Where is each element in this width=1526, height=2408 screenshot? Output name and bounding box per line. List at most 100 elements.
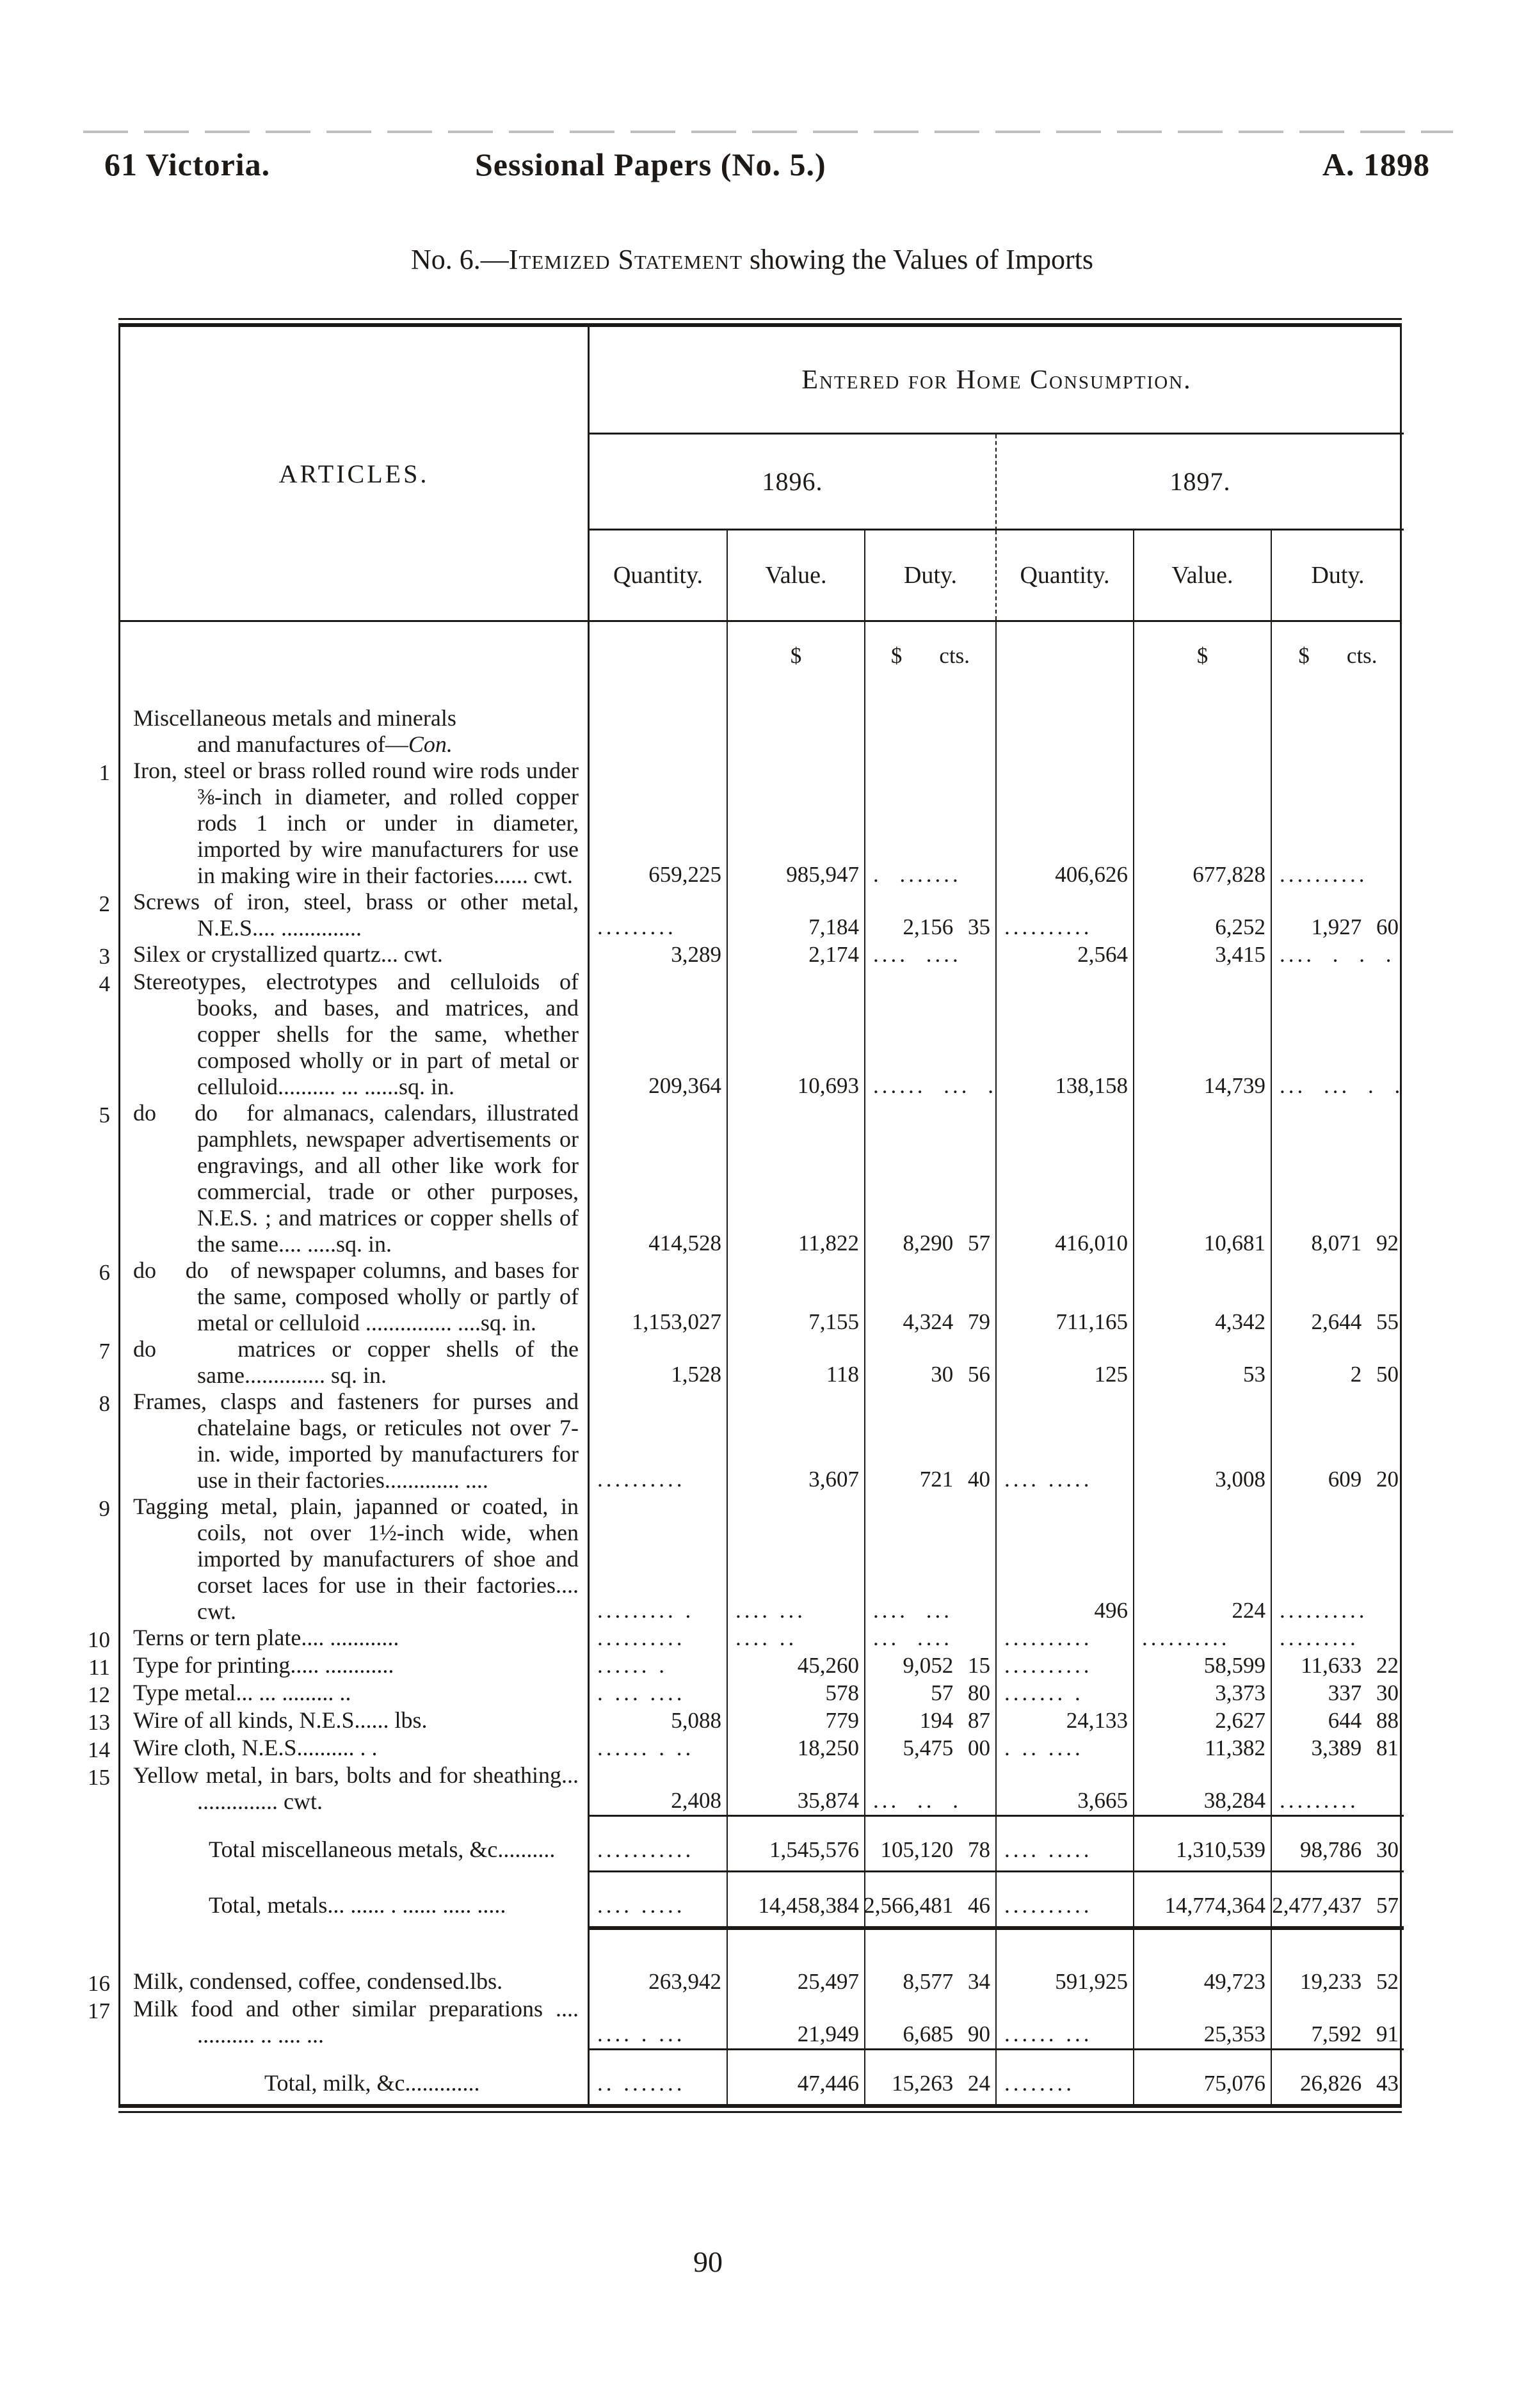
quantity-1897-cell: 24,133 — [995, 1707, 1133, 1735]
articles-cell: 17 Milk food and other similar preparatio… — [88, 1996, 590, 2048]
value-1896-cell: .... .. — [727, 1625, 864, 1652]
duty-1897-cell: 1,927 60 — [1271, 889, 1404, 941]
articles-cell: 1 Iron, steel or brass rolled round wire … — [99, 758, 590, 889]
duty-1897-cell — [1271, 2048, 1404, 2055]
quantity-1897-cell: 3,665 — [995, 1762, 1133, 1815]
item-number: 1 — [99, 760, 111, 785]
value-1896-cell: .... ... — [727, 1494, 864, 1625]
articles-cell: 14 Wire cloth, N.E.S.......... . . — [88, 1735, 590, 1762]
duty-1897-cell: 2,477,437 57 — [1271, 1877, 1404, 1926]
quantity-1896-cell: .......... — [597, 1467, 686, 1492]
quantity-1896-cell: 1,528 — [671, 1362, 721, 1387]
quantity-1896-cell — [590, 1870, 727, 1877]
quantity-1896-cell: 659,225 — [648, 862, 721, 887]
duty-1897-cell: 2 50 — [1271, 1336, 1404, 1389]
item-description: Wire cloth, N.E.S.......... . . — [133, 1735, 378, 1760]
duty-1897-cell: 2,644 55 — [1271, 1257, 1404, 1336]
table-title-smallcaps: Itemized Statement — [508, 244, 743, 275]
item-number: 2 — [99, 891, 111, 916]
item-number: 13 — [88, 1710, 110, 1735]
running-head-left: 61 Victoria. — [104, 147, 271, 182]
quantity-1896-cell: 263,942 — [648, 1969, 721, 1994]
value-1897-cell — [1133, 1870, 1271, 1877]
item-number: 4 — [99, 971, 111, 996]
quantity-1896-cell: .... ..... — [597, 1893, 686, 1918]
duty-1897-cell — [1271, 1870, 1404, 1877]
value-1897-cell: 25,353 — [1133, 1996, 1271, 2048]
item-description: Iron, steel or brass rolled round wire r… — [133, 758, 579, 888]
duty-1896-cell: ... .. . — [864, 1762, 995, 1815]
articles-cell — [120, 622, 590, 689]
quantity-1896-cell: .. ....... — [597, 2071, 686, 2096]
value-1896-cell: 118 — [727, 1336, 864, 1389]
duty-1896-cell: 105,120 78 — [864, 1821, 995, 1870]
item-description: Stereotypes, electrotypes and celluloids… — [133, 969, 579, 1099]
duty-1896-cell — [864, 689, 995, 758]
duty-1896-cell: .... ... — [864, 1494, 995, 1625]
duty-1896-header: Duty. — [864, 530, 995, 620]
duty-1896-unit: $ cts. — [864, 622, 995, 689]
table-header: ARTICLES. Entered for Home Consumption. … — [118, 327, 1404, 622]
value-1896-cell: 779 — [727, 1707, 864, 1735]
item-description: Terns or tern plate.... ............ — [133, 1625, 399, 1650]
articles-cell: 10 Terns or tern plate.... ............ — [88, 1625, 590, 1652]
item-number: 5 — [99, 1103, 111, 1128]
articles-cell: 11 Type for printing..... ............ — [88, 1652, 590, 1680]
consumption-header: Entered for Home Consumption. — [590, 327, 1404, 435]
duty-1896-cell: 4,324 79 — [864, 1257, 995, 1336]
value-1897-cell: 10,681 — [1133, 1100, 1271, 1257]
value-1897-cell — [1133, 1933, 1271, 1968]
duty-1897-cell: 19,233 52 — [1271, 1968, 1404, 1996]
duty-1896-cell: 8,290 57 — [864, 1100, 995, 1257]
item-number: 6 — [99, 1260, 111, 1285]
item-number: 3 — [99, 944, 111, 969]
quantity-1897-cell: .... ..... — [995, 1821, 1133, 1870]
duty-1897-cell — [1271, 1926, 1404, 1933]
quantity-1897-cell: .......... — [995, 1652, 1133, 1680]
articles-cell: 6 do do of newspaper columns, and bases f… — [99, 1257, 590, 1336]
duty-1897-cell: 337 30 — [1271, 1680, 1404, 1707]
articles-column-header: ARTICLES. — [120, 327, 590, 620]
item-description: Yellow metal, in bars, bolts and for she… — [133, 1762, 579, 1814]
quantity-1897-header: Quantity. — [995, 530, 1133, 620]
value-1896-cell: 1,545,576 — [727, 1821, 864, 1870]
value-1897-cell: 1,310,539 — [1133, 1821, 1271, 1870]
duty-1897-cell: .... . . . — [1271, 941, 1404, 969]
articles-cell: Total, milk, &c............. — [120, 2055, 590, 2104]
item-number: 14 — [88, 1737, 110, 1762]
quantity-1896-cell — [590, 2048, 727, 2055]
value-1896-header: Value. — [727, 530, 864, 620]
quantity-1897-cell: .... ..... — [995, 1389, 1133, 1494]
value-1897-cell: 677,828 — [1133, 758, 1271, 889]
value-1896-cell — [727, 2048, 864, 2055]
year-1896-header: 1896. — [590, 435, 995, 530]
total-label: Total, metals... ...... . ...... ..... .… — [209, 1892, 506, 1918]
duty-1897-cell: 7,592 91 — [1271, 1996, 1404, 2048]
value-1897-cell — [1133, 1926, 1271, 1933]
quantity-1897-cell: 416,010 — [995, 1100, 1133, 1257]
duty-1896-cell — [864, 1933, 995, 1968]
value-1896-cell: 47,446 — [727, 2055, 864, 2104]
value-1896-cell — [727, 1870, 864, 1877]
quantity-1896-cell: . ... .... — [597, 1680, 686, 1705]
quantity-1897-cell: ....... . — [995, 1680, 1133, 1707]
quantity-1896-cell: ......... — [597, 914, 677, 939]
running-head-right: A. 1898 — [1322, 147, 1430, 182]
duty-1897-cell: 3,389 81 — [1271, 1735, 1404, 1762]
articles-cell: 9 Tagging metal, plain, japanned or coate… — [99, 1494, 590, 1625]
cents-label: cts. — [1346, 642, 1377, 668]
duty-1897-cell: ......... — [1271, 1762, 1404, 1815]
quantity-1897-cell: ...... ... — [995, 1996, 1133, 2048]
dollar-sign: $ — [790, 642, 802, 668]
total-label: Total miscellaneous metals, &c.......... — [209, 1837, 556, 1862]
dollar-sign: $ — [1196, 642, 1209, 668]
value-1897-cell: 75,076 — [1133, 2055, 1271, 2104]
quantity-1897-cell: . .. .... — [995, 1735, 1133, 1762]
value-1897-cell: 49,723 — [1133, 1968, 1271, 1996]
value-1896-cell: 11,822 — [727, 1100, 864, 1257]
duty-1897-cell — [1271, 1815, 1404, 1821]
quantity-1896-cell — [590, 1933, 727, 1968]
duty-1897-cell: 11,633 22 — [1271, 1652, 1404, 1680]
articles-cell — [120, 2048, 590, 2055]
